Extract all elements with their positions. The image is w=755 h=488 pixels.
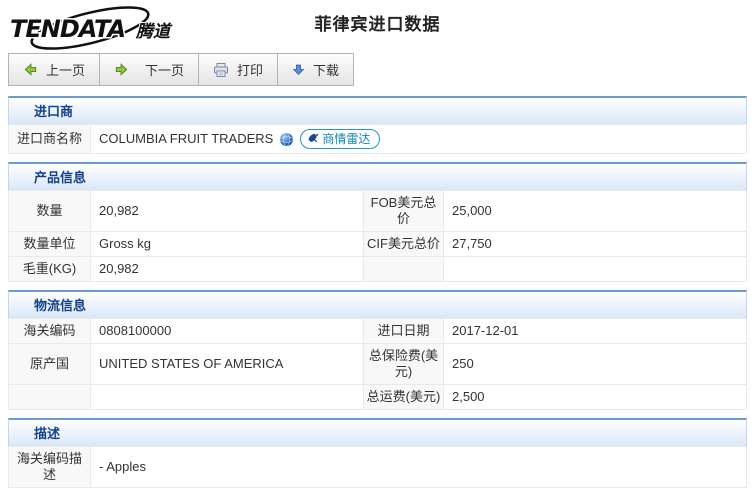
logistics-table: 海关编码 0808100000 进口日期 2017-12-01 原产国 UNIT… <box>8 318 747 410</box>
logistics-section-title: 物流信息 <box>8 290 747 318</box>
table-row: 海关编码 0808100000 进口日期 2017-12-01 <box>8 318 747 344</box>
fob-total-label: FOB美元总价 <box>363 190 444 232</box>
page-title: 菲律宾进口数据 <box>314 15 441 34</box>
table-row: 数量单位 Gross kg CIF美元总价 27,750 <box>8 231 747 257</box>
description-table: 海关编码描述 - Apples <box>8 446 747 488</box>
arrow-down-icon <box>292 64 305 75</box>
product-table: 数量 20,982 FOB美元总价 25,000 数量单位 Gross kg C… <box>8 190 747 282</box>
importer-name-value: COLUMBIA FRUIT TRADERS <box>99 131 274 146</box>
table-row: 原产国 UNITED STATES OF AMERICA 总保险费(美元) 25… <box>8 343 747 385</box>
import-date-label: 进口日期 <box>363 318 444 344</box>
prev-page-button[interactable]: 上一页 <box>8 53 101 86</box>
quantity-value: 20,982 <box>90 190 364 232</box>
quantity-unit-value: Gross kg <box>90 231 364 257</box>
download-button[interactable]: 下载 <box>277 53 355 86</box>
hs-code-value: 0808100000 <box>90 318 364 344</box>
importer-name-label: 进口商名称 <box>8 124 91 154</box>
empty-label <box>363 256 444 282</box>
logistics-section: 物流信息 海关编码 0808100000 进口日期 2017-12-01 原产国… <box>8 290 747 410</box>
hs-code-label: 海关编码 <box>8 318 91 344</box>
insurance-total-label: 总保险费(美元) <box>363 343 444 385</box>
product-info-section: 产品信息 数量 20,982 FOB美元总价 25,000 数量单位 Gross… <box>8 162 747 282</box>
logo-brand-cn-text: 腾道 <box>135 22 173 41</box>
globe-icon[interactable] <box>279 132 294 147</box>
arrow-left-icon <box>24 63 37 76</box>
table-row: 毛重(KG) 20,982 <box>8 256 747 282</box>
origin-country-label: 原产国 <box>8 343 91 385</box>
printer-icon <box>214 62 229 77</box>
quantity-unit-label: 数量单位 <box>8 231 91 257</box>
insurance-total-value: 250 <box>443 343 747 385</box>
page-header: TENDATA 腾道 菲律宾进口数据 <box>0 0 755 52</box>
empty-label <box>8 384 91 410</box>
table-row: 进口商名称 COLUMBIA FRUIT TRADERS <box>8 124 747 154</box>
prev-page-label: 上一页 <box>46 63 86 78</box>
download-label: 下载 <box>313 63 340 78</box>
radar-dish-icon <box>308 133 319 143</box>
importer-table: 进口商名称 COLUMBIA FRUIT TRADERS <box>8 124 747 154</box>
business-radar-button[interactable]: 商情雷达 <box>300 129 381 149</box>
importer-section: 进口商 进口商名称 COLUMBIA FRUIT TRADERS <box>8 96 747 154</box>
tendata-logo: TENDATA 腾道 <box>9 6 174 50</box>
table-row: 海关编码描述 - Apples <box>8 446 747 488</box>
quantity-label: 数量 <box>8 190 91 232</box>
origin-country-value: UNITED STATES OF AMERICA <box>90 343 364 385</box>
business-radar-label: 商情雷达 <box>322 132 371 146</box>
logo-brand-text: TENDATA <box>10 15 125 43</box>
gross-weight-label: 毛重(KG) <box>8 256 91 282</box>
description-section: 描述 海关编码描述 - Apples <box>8 418 747 488</box>
import-date-value: 2017-12-01 <box>443 318 747 344</box>
table-row: 数量 20,982 FOB美元总价 25,000 <box>8 190 747 232</box>
print-button[interactable]: 打印 <box>198 53 279 86</box>
importer-section-title: 进口商 <box>8 96 747 124</box>
toolbar: 上一页 下一页 打印 下载 <box>8 53 355 86</box>
cif-total-label: CIF美元总价 <box>363 231 444 257</box>
gross-weight-value: 20,982 <box>90 256 364 282</box>
arrow-right-icon <box>115 63 128 76</box>
next-page-label-text: 下一页 <box>145 63 185 78</box>
print-label: 打印 <box>237 63 264 78</box>
hs-code-description-label: 海关编码描述 <box>8 446 91 488</box>
hs-code-description-value: - Apples <box>90 446 747 488</box>
description-section-title: 描述 <box>8 418 747 446</box>
product-section-title: 产品信息 <box>8 162 747 190</box>
freight-total-value: 2,500 <box>443 384 747 410</box>
empty-value <box>443 256 747 282</box>
empty-value <box>90 384 364 410</box>
cif-total-value: 27,750 <box>443 231 747 257</box>
table-row: 总运费(美元) 2,500 <box>8 384 747 410</box>
next-page-button[interactable]: 下一页 <box>99 53 200 86</box>
fob-total-value: 25,000 <box>443 190 747 232</box>
freight-total-label: 总运费(美元) <box>363 384 444 410</box>
